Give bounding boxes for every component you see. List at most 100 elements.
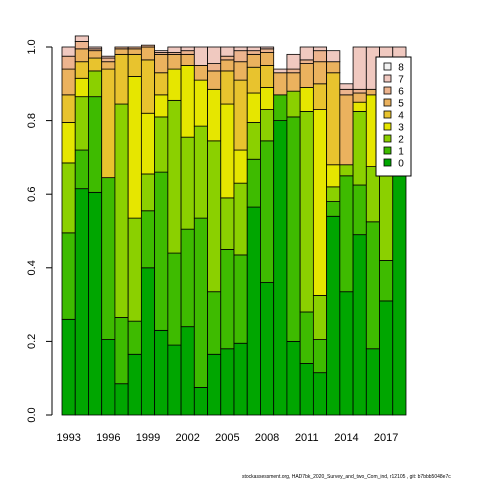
bar-segment-2012-age-3 [312,109,328,296]
legend-label-4: 4 [398,111,404,122]
bar-segment-2007-age-4 [246,66,261,94]
bar-segment-2012-age-4 [312,83,328,110]
bar-segment-2012-age-1 [312,339,328,374]
bar-segment-1997-age-0 [114,383,129,416]
bar-segment-2002-age-1 [180,228,195,328]
bar-segment-1996-age-6 [101,57,116,63]
y-tick-label: 1.0 [26,39,38,54]
bar-segment-2000-age-3 [154,94,169,118]
x-tick-label: 1993 [56,432,80,444]
bar-segment-2015-age-5 [352,92,367,103]
bar-segment-2011-age-3 [299,87,314,112]
bar-segment-2006-age-0 [233,342,248,416]
bar-segment-2000-age-5 [154,53,169,74]
legend-box [375,56,412,177]
bar-segment-1996-age-5 [101,61,116,70]
bar-segment-2004-age-7 [207,46,222,64]
bar-segment-2005-age-1 [220,248,235,350]
bar-segment-2009-age-7 [273,68,288,74]
bar-segment-1993-age-7 [61,46,76,57]
bar-segment-1998-age-6 [127,46,142,50]
x-tick-label: 1996 [96,432,120,444]
bar-segment-1998-age-4 [127,53,142,77]
bar-segment-1994-age-1 [74,149,89,190]
bar-segment-2000-age-2 [154,116,169,173]
bar-segment-2014-age-7 [339,83,354,90]
bar-segment-2014-age-5 [339,94,354,166]
bar-segment-1993-age-1 [61,232,76,320]
bar-segment-2001-age-5 [167,53,182,70]
bar-segment-2003-age-7 [193,46,208,66]
bar-segment-2008-age-0 [260,282,275,416]
bar-segment-2004-age-6 [207,63,222,72]
bar-segment-2007-age-0 [246,206,261,416]
bar-segment-2006-age-1 [233,254,248,344]
bar-segment-2008-age-5 [260,52,275,66]
bar-segment-2013-age-4 [326,72,341,166]
bar-segment-2010-age-1 [286,116,301,342]
bar-segment-2014-age-1 [339,175,354,293]
bar-segment-1993-age-5 [61,68,76,96]
bar-segment-2001-age-7 [167,46,182,53]
legend-label-3: 3 [398,123,404,134]
legend-swatch-8 [383,62,392,71]
bar-segment-1998-age-5 [127,48,142,55]
bar-segment-2010-age-7 [286,53,301,70]
bar-segment-2007-age-1 [246,158,261,208]
legend-swatch-2 [383,134,392,143]
bar-segment-1994-age-3 [74,77,89,98]
bar-segment-2015-age-0 [352,234,367,416]
bar-segment-2015-age-3 [352,101,367,112]
legend-label-5: 5 [398,99,404,110]
bar-segment-2005-age-5 [220,59,235,72]
bar-segment-1997-age-5 [114,48,129,55]
bar-segment-2008-age-1 [260,140,275,283]
bar-segment-2000-age-4 [154,72,169,96]
bar-segment-2006-age-3 [233,149,248,184]
bar-segment-1995-age-1 [88,96,103,193]
bar-segment-2012-age-5 [312,61,328,85]
bar-segment-1999-age-0 [140,267,156,416]
bar-segment-2004-age-0 [207,353,222,416]
bar-segment-2004-age-2 [207,140,222,293]
bar-segment-2008-age-3 [260,87,275,110]
bar-segment-2003-age-1 [193,217,208,388]
bar-segment-1993-age-2 [61,162,76,234]
bar-segment-2008-age-4 [260,65,275,88]
bar-segment-2010-age-5 [286,72,301,92]
x-tick-label: 2014 [334,432,358,444]
bar-segment-2011-age-7 [299,46,314,61]
legend-swatch-6 [383,86,392,95]
bar-segment-1994-age-2 [74,96,89,151]
bar-segment-1995-age-5 [88,50,103,59]
bar-segment-2008-age-7 [260,46,275,50]
x-tick-label: 2005 [215,432,239,444]
bar-segment-2000-age-0 [154,329,169,416]
bar-segment-2005-age-3 [220,103,235,199]
legend-label-8: 8 [398,63,404,74]
bar-segment-2011-age-2 [299,111,314,313]
bar-segment-2012-age-0 [312,372,328,416]
bar-segment-2009-age-5 [273,72,288,96]
bar-segment-2002-age-3 [180,65,195,138]
x-tick-label: 2008 [255,432,279,444]
bar-segment-1993-age-0 [61,318,76,416]
bar-segment-1998-age-2 [127,217,142,322]
bar-segment-2005-age-0 [220,348,235,416]
bar-segment-2002-age-7 [180,46,195,52]
source-footnote: stockassessment.org, HAD7bk_2020_Survey_… [242,474,451,480]
bar-segment-1997-age-4 [114,53,129,105]
bar-segment-1994-age-0 [74,188,89,416]
bar-segment-2003-age-3 [193,79,208,127]
bar-segment-2005-age-7 [220,46,235,57]
bar-segment-1999-age-3 [140,112,156,175]
bar-segment-2007-age-5 [246,53,261,68]
bar-segment-2014-age-6 [339,88,354,96]
bar-segment-2005-age-2 [220,197,235,250]
bar-segment-2013-age-3 [326,164,341,188]
bar-segment-2015-age-6 [352,88,367,94]
bar-segment-1995-age-0 [88,191,103,416]
bar-segment-2012-age-6 [312,50,328,63]
bar-segment-2001-age-1 [167,252,182,346]
bar-segment-1993-age-4 [61,94,76,123]
